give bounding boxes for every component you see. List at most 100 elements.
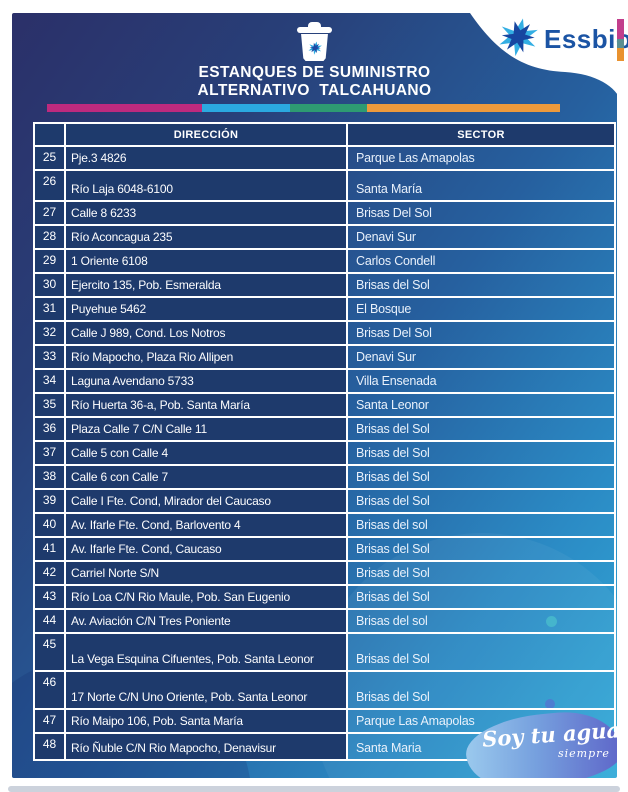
sector-cell: Brisas del sol: [346, 512, 616, 538]
sector-cell: Parque Las Amapolas: [346, 145, 616, 171]
direccion-cell: Calle 6 con Calle 7: [64, 464, 348, 490]
page-edge: [8, 786, 620, 792]
row-number-cell: 43: [33, 584, 66, 610]
table-header-number: [33, 122, 66, 147]
sector-cell: Brisas del Sol: [346, 272, 616, 298]
logo-bar-segment: [617, 19, 624, 39]
sector-cell: Villa Ensenada: [346, 368, 616, 394]
row-number-cell: 32: [33, 320, 66, 346]
tagline-siempre: siempre: [558, 747, 610, 760]
row-number-cell: 40: [33, 512, 66, 538]
sector-cell: Brisas Del Sol: [346, 320, 616, 346]
table-row: 37 Calle 5 con Calle 4 Brisas del Sol: [33, 440, 616, 466]
sector-cell: Brisas del Sol: [346, 488, 616, 514]
table-row: 27 Calle 8 6233 Brisas Del Sol: [33, 200, 616, 226]
stripe-segment: [290, 104, 367, 112]
row-number-cell: 41: [33, 536, 66, 562]
table-row: 41 Av. Ifarle Fte. Cond, Caucaso Brisas de…: [33, 536, 616, 562]
direccion-cell: Puyehue 5462: [64, 296, 348, 322]
sector-cell: Brisas del Sol: [346, 560, 616, 586]
direccion-cell: Plaza Calle 7 C/N Calle 11: [64, 416, 348, 442]
row-number-cell: 39: [33, 488, 66, 514]
table-row: 36 Plaza Calle 7 C/N Calle 11 Brisas del S…: [33, 416, 616, 442]
logo-bar-segment: [617, 48, 624, 61]
direccion-cell: Carriel Norte S/N: [64, 560, 348, 586]
row-number-cell: 26: [33, 169, 66, 202]
row-number-cell: 38: [33, 464, 66, 490]
row-number-cell: 33: [33, 344, 66, 370]
direccion-cell: Calle I Fte. Cond, Mirador del Caucaso: [64, 488, 348, 514]
sector-cell: Brisas del Sol: [346, 584, 616, 610]
table-row: 40 Av. Ifarle Fte. Cond, Barlovento 4 Bris…: [33, 512, 616, 538]
direccion-cell: Calle 8 6233: [64, 200, 348, 226]
table-header-direccion: DIRECCIÓN: [64, 122, 348, 147]
direccion-cell: Río Loa C/N Rio Maule, Pob. San Eugenio: [64, 584, 348, 610]
sector-cell: Brisas del Sol: [346, 632, 616, 672]
direccion-cell: Ejercito 135, Pob. Esmeralda: [64, 272, 348, 298]
table-row: 35 Río Huerta 36-a, Pob. Santa María Santa…: [33, 392, 616, 418]
sector-cell: Denavi Sur: [346, 224, 616, 250]
table-row: 39 Calle I Fte. Cond, Mirador del Caucaso…: [33, 488, 616, 514]
row-number-cell: 25: [33, 145, 66, 171]
table-row: 26 Río Laja 6048-6100 Santa María: [33, 169, 616, 202]
table-row: 28 Río Aconcagua 235 Denavi Sur: [33, 224, 616, 250]
direccion-cell: Río Laja 6048-6100: [64, 169, 348, 202]
row-number-cell: 27: [33, 200, 66, 226]
direccion-cell: Pje.3 4826: [64, 145, 348, 171]
essbio-wordmark: Essbio: [544, 23, 628, 54]
table-row: 45 La Vega Esquina Cifuentes, Pob. Santa …: [33, 632, 616, 672]
star-icon: [308, 41, 322, 55]
sector-cell: Brisas del Sol: [346, 670, 616, 710]
title-line-1: ESTANQUES DE SUMINISTRO: [198, 64, 431, 81]
direccion-cell: Av. Ifarle Fte. Cond, Barlovento 4: [64, 512, 348, 538]
table-row: 32 Calle J 989, Cond. Los Notros Brisas De…: [33, 320, 616, 346]
table-row: 43 Río Loa C/N Rio Maule, Pob. San Eugeni…: [33, 584, 616, 610]
row-number-cell: 28: [33, 224, 66, 250]
direccion-cell: Laguna Avendano 5733: [64, 368, 348, 394]
tank-lid: [297, 27, 332, 33]
sector-cell: Brisas del Sol: [346, 416, 616, 442]
row-number-cell: 46: [33, 670, 66, 710]
direccion-cell: 1 Oriente 6108: [64, 248, 348, 274]
blue-panel: ESTANQUES DE SUMINISTRO ALTERNATIVO TALC…: [12, 13, 617, 778]
page-title: ESTANQUES DE SUMINISTRO ALTERNATIVO TALC…: [12, 64, 617, 99]
sector-cell: Brisas del Sol: [346, 440, 616, 466]
supply-table: DIRECCIÓN SECTOR 25 Pje.3 4826 Parque Las …: [33, 122, 616, 761]
row-number-cell: 29: [33, 248, 66, 274]
row-number-cell: 44: [33, 608, 66, 634]
stripe-segment: [202, 104, 290, 112]
direccion-cell: Av. Ifarle Fte. Cond, Caucaso: [64, 536, 348, 562]
direccion-cell: La Vega Esquina Cifuentes, Pob. Santa Le…: [64, 632, 348, 672]
stripe-segment: [367, 104, 560, 112]
table-row: 33 Río Mapocho, Plaza Rio Allipen Denavi S…: [33, 344, 616, 370]
table-row: 44 Av. Aviación C/N Tres Poniente Brisas d…: [33, 608, 616, 634]
stripe-segment: [47, 104, 202, 112]
sector-cell: Santa Leonor: [346, 392, 616, 418]
table-row: 34 Laguna Avendano 5733 Villa Ensenada: [33, 368, 616, 394]
direccion-cell: Río Maipo 106, Pob. Santa María: [64, 708, 348, 734]
logo-bar-segment: [617, 39, 624, 48]
row-number-cell: 47: [33, 708, 66, 734]
row-number-cell: 48: [33, 732, 66, 761]
essbio-star-icon: [499, 18, 538, 57]
sector-cell: Santa María: [346, 169, 616, 202]
sector-cell: El Bosque: [346, 296, 616, 322]
sector-cell: Brisas del sol: [346, 608, 616, 634]
table-row: 42 Carriel Norte S/N Brisas del Sol: [33, 560, 616, 586]
sector-cell: Carlos Condell: [346, 248, 616, 274]
table-row: 25 Pje.3 4826 Parque Las Amapolas: [33, 145, 616, 171]
tank-lid-handle: [308, 22, 321, 28]
row-number-cell: 42: [33, 560, 66, 586]
table-row: 31 Puyehue 5462 El Bosque: [33, 296, 616, 322]
table-row: 38 Calle 6 con Calle 7 Brisas del Sol: [33, 464, 616, 490]
direccion-cell: Calle 5 con Calle 4: [64, 440, 348, 466]
sector-cell: Brisas Del Sol: [346, 200, 616, 226]
row-number-cell: 37: [33, 440, 66, 466]
table-header-sector: SECTOR: [346, 122, 616, 147]
table-row: 29 1 Oriente 6108 Carlos Condell: [33, 248, 616, 274]
row-number-cell: 45: [33, 632, 66, 672]
tank-icon: [12, 22, 617, 61]
table-header-row: DIRECCIÓN SECTOR: [33, 122, 616, 147]
logo-color-bar: [617, 19, 624, 61]
